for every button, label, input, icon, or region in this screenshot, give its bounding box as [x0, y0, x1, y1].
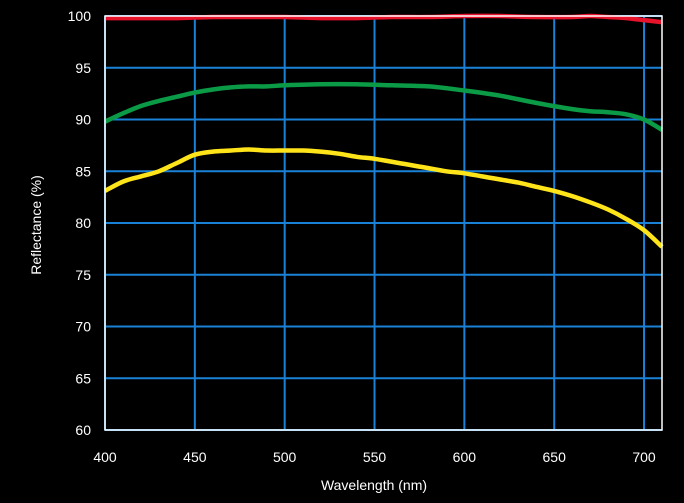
y-tick-label: 95: [75, 60, 91, 76]
x-tick-label: 550: [363, 449, 387, 465]
series-line-3: [103, 147, 664, 249]
x-tick-label: 700: [632, 449, 656, 465]
y-tick-label: 70: [75, 319, 91, 335]
series-line-1: [105, 13, 663, 25]
y-tick-label: 80: [75, 215, 91, 231]
y-tick-label: 85: [75, 163, 91, 179]
y-tick-label: 65: [75, 370, 91, 386]
series-lines: [103, 13, 664, 249]
plot-frame: [104, 15, 663, 431]
tick-labels: 60 65 70 75 80 85 90 95 100 400 450 500 550 600 650 700: [68, 8, 656, 465]
x-tick-label: 450: [183, 449, 207, 465]
x-tick-label: 650: [543, 449, 567, 465]
y-tick-label: 75: [75, 267, 91, 283]
x-tick-label: 600: [453, 449, 477, 465]
y-tick-label: 90: [75, 112, 91, 128]
y-axis-label: Reflectance (%): [28, 175, 44, 275]
y-tick-label: 60: [75, 422, 91, 438]
y-tick-label: 100: [68, 8, 92, 24]
series-line-2: [104, 81, 664, 132]
x-tick-label: 500: [273, 449, 297, 465]
x-axis-label: Wavelength (nm): [321, 477, 427, 493]
x-tick-label: 400: [93, 449, 117, 465]
